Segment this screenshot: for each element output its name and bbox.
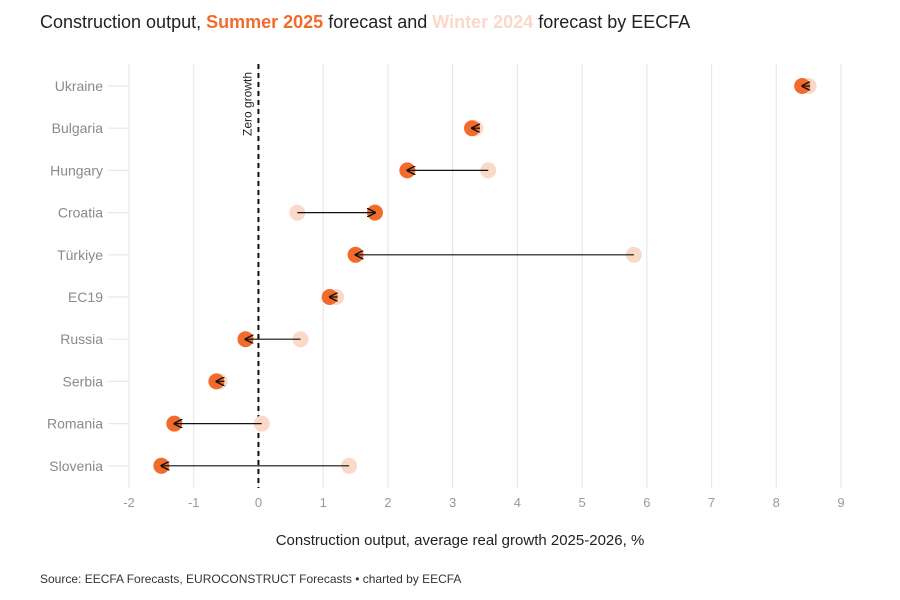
category-label: Croatia [58, 205, 103, 221]
category-label: Russia [60, 331, 103, 347]
x-tick-label: 4 [514, 495, 521, 510]
category-label: Serbia [63, 373, 104, 389]
title-prefix: Construction output, [40, 12, 202, 32]
title-middle: forecast and [328, 12, 428, 32]
x-tick-label: 8 [773, 495, 780, 510]
x-tick-label: 6 [643, 495, 650, 510]
x-tick-label: 5 [578, 495, 585, 510]
zero-growth-label: Zero growth [240, 72, 254, 136]
category-label: Bulgaria [52, 120, 104, 136]
category-label: EC19 [68, 289, 103, 305]
category-label: Ukraine [55, 78, 103, 94]
category-label: Slovenia [49, 458, 103, 474]
x-tick-label: 0 [255, 495, 262, 510]
x-axis-title: Construction output, average real growth… [276, 532, 645, 549]
x-tick-label: 3 [449, 495, 456, 510]
x-tick-label: 9 [837, 495, 844, 510]
x-tick-label: 7 [708, 495, 715, 510]
category-label: Romania [47, 416, 103, 432]
title-series-winter: Winter 2024 [432, 12, 534, 32]
x-tick-label: 1 [320, 495, 327, 510]
x-tick-label: 2 [384, 495, 391, 510]
title-suffix: forecast by EECFA [538, 12, 691, 32]
category-label: Hungary [50, 162, 103, 178]
category-label: Türkiye [57, 247, 103, 263]
x-tick-label: -1 [188, 495, 200, 510]
x-tick-label: -2 [123, 495, 135, 510]
title-series-summer: Summer 2025 [206, 12, 324, 32]
chart-title: Construction output, Summer 2025 forecas… [40, 12, 690, 33]
source-note: Source: EECFA Forecasts, EUROCONSTRUCT F… [40, 572, 462, 586]
